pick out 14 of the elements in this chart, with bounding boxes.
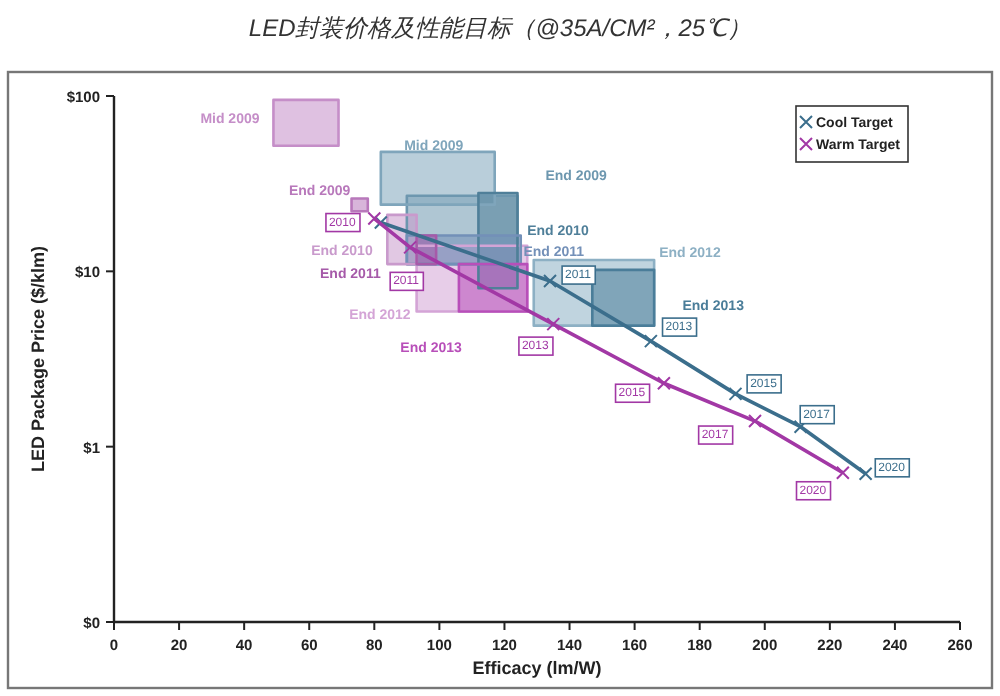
point [656,376,671,391]
point [367,211,382,226]
point [403,240,418,255]
x-axis-title: Efficacy (lm/W) [472,658,602,678]
chart-title: LED封装价格及性能目标（@35A/CM²，25℃） [248,14,752,42]
y-axis-title: LED Package Price ($/klm) [28,245,48,473]
point [793,419,808,434]
point [835,465,850,480]
point [546,317,561,332]
point [643,334,658,349]
point [858,466,873,481]
point [748,414,763,429]
point [728,386,743,401]
point [543,274,558,289]
